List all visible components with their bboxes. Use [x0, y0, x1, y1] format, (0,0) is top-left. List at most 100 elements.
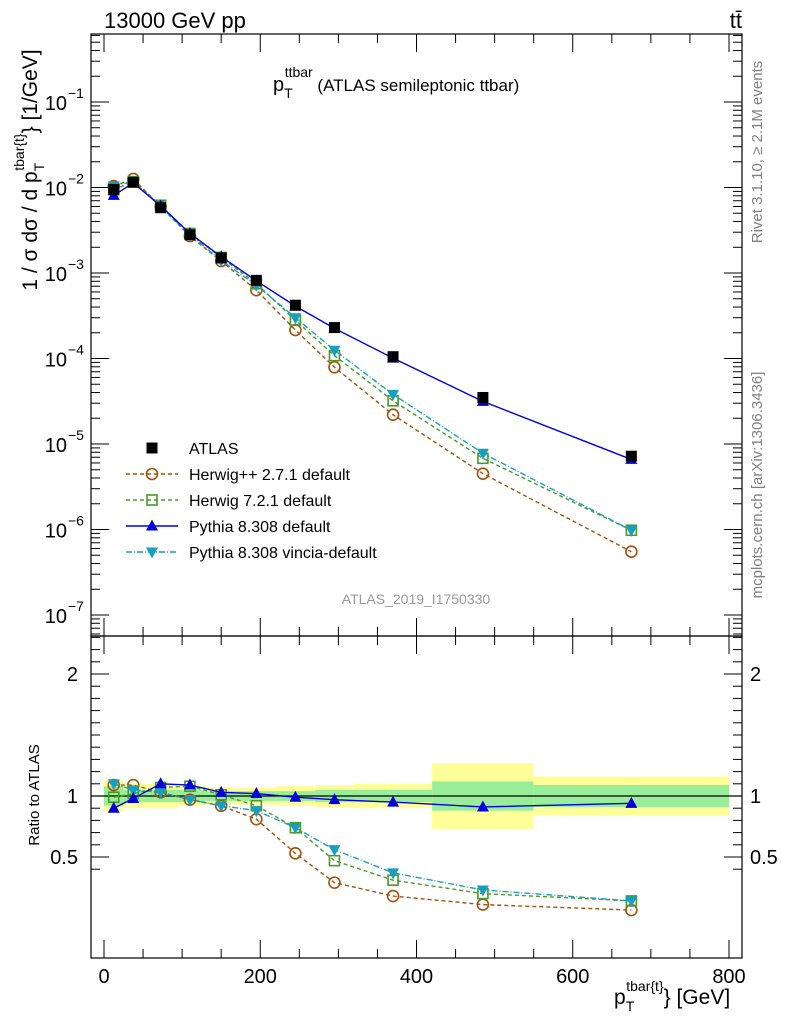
mcplots-label: mcplots.cern.ch [arXiv:1306.3436]: [749, 372, 766, 599]
data-point-4: [625, 525, 638, 537]
y-tick-label: 10: [45, 179, 67, 201]
x-tick-label: 0: [98, 966, 109, 988]
y-tick-base: 10: [45, 606, 67, 628]
xlabel-sub: T: [626, 998, 635, 1014]
ratio-tick-label: 2: [67, 664, 78, 686]
axis-ticks: 10 −110 −210 −310 −410 −510 −610 −70 200 400 600 80…: [45, 34, 778, 988]
rivet-version-label: Rivet 3.1.10, ≥ 2.1M events: [749, 61, 766, 244]
ratio-point-3: [183, 778, 196, 790]
data-point-1: [476, 467, 490, 480]
ratio-point-4: [289, 823, 302, 835]
chart-title: pTttbar (ATLAS semileptonic ttbar): [273, 64, 519, 101]
legend-marker-2: [146, 494, 158, 506]
ratio-point-1: [289, 847, 302, 860]
ratio-point-4: [476, 885, 489, 897]
y-tick-exponent: −4: [68, 342, 84, 358]
y-tick-exponent: −7: [68, 598, 84, 614]
data-point-1: [625, 545, 638, 558]
title-rest: (ATLAS semileptonic ttbar): [313, 76, 520, 95]
y-tick-label: 10: [45, 264, 67, 286]
x-tick-label: 800: [712, 966, 745, 988]
series-line-1: [113, 178, 632, 553]
ratio-tick-label: 1: [67, 786, 78, 808]
legend-label-4: Pythia 8.308 vincia-default: [189, 545, 377, 562]
legend-label-3: Pythia 8.308 default: [189, 519, 331, 536]
y-tick-base: 10: [45, 521, 67, 543]
ratio-tick-label-right: 2: [750, 664, 761, 686]
title-sub: T: [284, 85, 293, 101]
xlabel: pTtbar{t}} [GeV]: [614, 978, 730, 1014]
data-point-0: [215, 252, 227, 264]
ylabel-sup: tbar{t}: [11, 133, 27, 171]
legend-marker-3: [146, 519, 158, 531]
ratio-point-4: [625, 896, 638, 908]
main-series-layer: [107, 172, 638, 558]
data-point-4: [328, 345, 341, 357]
title-sup: ttbar: [285, 64, 313, 80]
y-tick-exponent: −3: [68, 256, 84, 272]
ratio-point-3: [127, 791, 140, 803]
y-tick-base: 10: [45, 93, 67, 115]
data-point-4: [476, 448, 489, 460]
series-line-3: [113, 182, 632, 461]
data-point-0: [155, 202, 167, 214]
ratio-tick-label: 0.5: [50, 847, 78, 869]
energy-label: 13000 GeV pp: [104, 8, 246, 33]
ratio-series-layer: [107, 777, 638, 917]
ratio-point-3: [387, 795, 400, 807]
ratio-ylabel: Ratio to ATLAS: [26, 744, 43, 845]
ratio-point-3: [328, 793, 341, 805]
ratio-point-3: [289, 790, 302, 802]
legend-label-2: Herwig 7.2.1 default: [189, 493, 332, 510]
ratio-point-4: [183, 795, 196, 807]
ratio-point-4: [154, 787, 167, 799]
data-point-0: [108, 183, 120, 195]
ratio-point-4: [328, 845, 341, 857]
legend-marker-0: [146, 442, 158, 454]
ratio-point-4: [215, 801, 228, 813]
data-point-0: [184, 229, 196, 241]
ratio-point-4: [107, 779, 120, 791]
y-tick-exponent: −5: [68, 427, 84, 443]
data-point-0: [328, 322, 340, 334]
ratio-point-1: [328, 876, 341, 889]
y-tick-base: 10: [45, 264, 67, 286]
ratio-point-4: [387, 868, 400, 880]
title-main: p: [273, 74, 284, 96]
data-point-1: [386, 408, 400, 422]
x-tick-label: 400: [400, 966, 433, 988]
xlabel-main: p: [614, 986, 626, 1009]
y-tick-label: 10: [45, 606, 67, 628]
data-point-4: [387, 389, 400, 401]
ratio-point-4: [250, 806, 263, 818]
ratio-line-2: [113, 785, 632, 902]
data-point-4: [289, 313, 302, 325]
ratio-point-3: [215, 785, 228, 797]
data-point-0: [127, 176, 139, 188]
y-tick-label: 10: [45, 521, 67, 543]
data-point-1: [328, 360, 341, 374]
data-point-0: [250, 274, 262, 286]
ylabel-sub: T: [31, 162, 47, 171]
ratio-point-3: [250, 787, 263, 799]
xlabel-sup: tbar{t}: [626, 978, 664, 994]
y-tick-exponent: −6: [68, 513, 84, 529]
legend: ATLAS Herwig++ 2.7.1 default Herwig 7.2.1 …: [126, 441, 377, 562]
y-tick-label: 10: [45, 350, 67, 372]
y-tick-label: 10: [45, 93, 67, 115]
analysis-watermark: ATLAS_2019_I1750330: [342, 591, 491, 607]
data-point-0: [387, 351, 399, 363]
legend-marker-4: [146, 547, 158, 559]
ylabel-prefix: 1 / σ dσ / d p: [19, 171, 42, 290]
legend-label-0: ATLAS: [189, 441, 239, 458]
y-tick-base: 10: [45, 350, 67, 372]
y-tick-exponent: −1: [68, 85, 84, 101]
data-point-1: [289, 323, 302, 337]
ratio-tick-label-right: 1: [750, 786, 761, 808]
ylabel-suffix: } [1/GeV]: [19, 49, 42, 133]
data-point-0: [289, 299, 301, 311]
data-point-0: [477, 391, 489, 403]
y-tick-exponent: −2: [68, 171, 84, 187]
